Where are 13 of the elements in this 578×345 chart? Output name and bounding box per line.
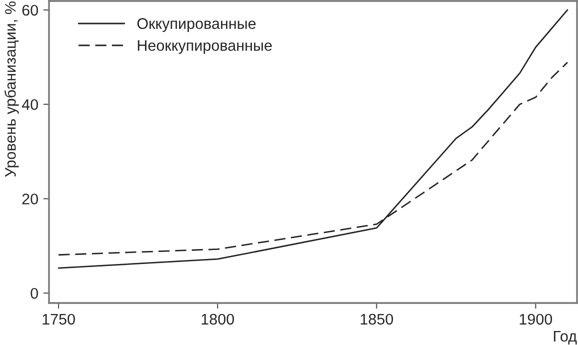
x-tick-label: 1800 bbox=[202, 314, 234, 325]
legend-label: Неоккупированные bbox=[138, 40, 272, 54]
y-tick-label: 0 bbox=[30, 288, 38, 299]
line-series bbox=[58, 9, 568, 269]
legend-label: Оккупированные bbox=[137, 18, 256, 32]
x-axis-title: Год bbox=[554, 330, 577, 345]
y-tick-label: 40 bbox=[22, 99, 38, 110]
x-tick-label: 1850 bbox=[360, 314, 394, 325]
y-tick-label: 20 bbox=[22, 194, 38, 204]
x-tick-label: 1900 bbox=[520, 314, 552, 325]
y-tick-label: 60 bbox=[22, 4, 38, 16]
y-axis-title: Уровень урбанизации, % bbox=[4, 2, 19, 177]
x-tick-label: 1750 bbox=[42, 314, 75, 325]
